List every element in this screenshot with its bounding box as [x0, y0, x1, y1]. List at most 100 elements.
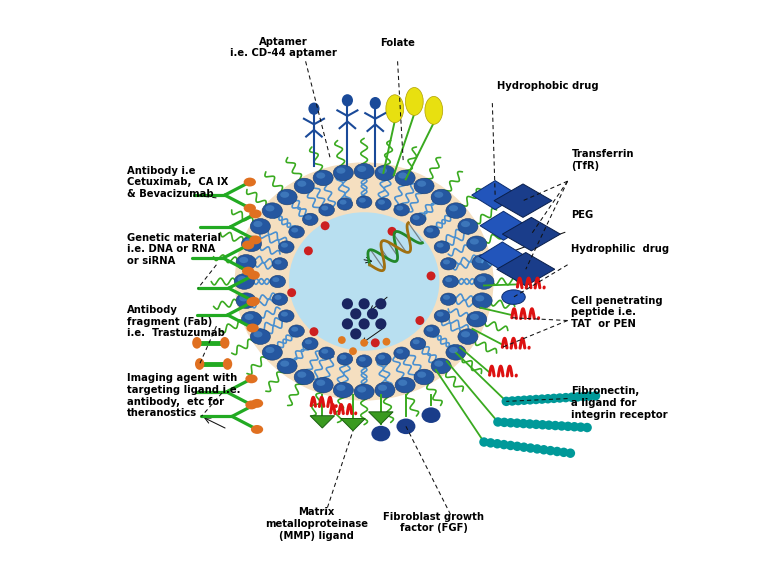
- Ellipse shape: [425, 96, 443, 124]
- Ellipse shape: [321, 349, 328, 354]
- Ellipse shape: [546, 446, 555, 455]
- Ellipse shape: [321, 221, 329, 230]
- Ellipse shape: [499, 418, 509, 427]
- Ellipse shape: [251, 399, 263, 408]
- Ellipse shape: [303, 337, 318, 350]
- Ellipse shape: [543, 394, 553, 404]
- Text: Imaging agent with
targeting ligand i.e.
antibody,  etc for
theranostics: Imaging agent with targeting ligand i.e.…: [127, 373, 241, 418]
- Ellipse shape: [220, 337, 230, 348]
- Ellipse shape: [396, 205, 403, 211]
- Ellipse shape: [342, 298, 353, 310]
- Text: Matrix
metalloproteinase
(MMP) ligand: Matrix metalloproteinase (MMP) ligand: [265, 507, 368, 540]
- Ellipse shape: [441, 293, 456, 305]
- Ellipse shape: [356, 196, 372, 208]
- Ellipse shape: [372, 426, 390, 441]
- Ellipse shape: [289, 226, 304, 238]
- Ellipse shape: [449, 205, 458, 211]
- Ellipse shape: [434, 360, 443, 367]
- Ellipse shape: [278, 310, 294, 322]
- Text: PEG: PEG: [572, 209, 593, 220]
- Ellipse shape: [251, 425, 263, 434]
- Ellipse shape: [426, 327, 434, 332]
- Ellipse shape: [378, 167, 387, 174]
- Ellipse shape: [532, 444, 542, 454]
- Ellipse shape: [539, 445, 549, 454]
- Ellipse shape: [472, 254, 492, 270]
- Ellipse shape: [416, 316, 424, 325]
- Ellipse shape: [506, 441, 515, 450]
- Text: Aptamer
i.e. CD-44 aptamer: Aptamer i.e. CD-44 aptamer: [230, 37, 337, 58]
- Ellipse shape: [244, 177, 256, 186]
- Ellipse shape: [305, 215, 312, 220]
- Ellipse shape: [395, 377, 416, 393]
- Ellipse shape: [358, 298, 370, 310]
- Ellipse shape: [559, 448, 568, 457]
- Ellipse shape: [502, 290, 525, 305]
- Ellipse shape: [410, 337, 426, 350]
- Ellipse shape: [475, 257, 485, 263]
- Ellipse shape: [387, 227, 397, 236]
- Ellipse shape: [555, 394, 564, 403]
- Ellipse shape: [461, 331, 470, 337]
- Polygon shape: [494, 184, 552, 217]
- Polygon shape: [480, 211, 527, 240]
- Ellipse shape: [475, 295, 485, 301]
- Ellipse shape: [234, 274, 254, 289]
- Ellipse shape: [394, 347, 409, 359]
- Ellipse shape: [244, 204, 256, 213]
- Ellipse shape: [396, 349, 403, 354]
- Ellipse shape: [289, 212, 439, 351]
- Ellipse shape: [358, 166, 366, 172]
- Ellipse shape: [561, 393, 571, 403]
- Ellipse shape: [245, 374, 258, 383]
- Ellipse shape: [431, 189, 452, 205]
- Ellipse shape: [437, 312, 444, 316]
- Ellipse shape: [308, 102, 320, 115]
- Ellipse shape: [333, 382, 354, 398]
- Ellipse shape: [474, 274, 494, 289]
- Ellipse shape: [249, 209, 262, 218]
- Ellipse shape: [367, 309, 378, 319]
- Ellipse shape: [434, 241, 450, 253]
- Ellipse shape: [305, 339, 312, 344]
- Ellipse shape: [223, 358, 232, 370]
- Ellipse shape: [414, 178, 434, 194]
- Ellipse shape: [532, 395, 541, 404]
- Text: Folate: Folate: [380, 38, 415, 48]
- Ellipse shape: [426, 227, 434, 233]
- Ellipse shape: [445, 277, 452, 282]
- Ellipse shape: [250, 329, 270, 345]
- Ellipse shape: [239, 257, 249, 263]
- Ellipse shape: [443, 295, 450, 300]
- Ellipse shape: [245, 238, 253, 244]
- Ellipse shape: [446, 345, 466, 360]
- Ellipse shape: [376, 198, 391, 210]
- Ellipse shape: [297, 181, 307, 187]
- Ellipse shape: [245, 400, 258, 409]
- Ellipse shape: [294, 369, 314, 385]
- Ellipse shape: [342, 94, 353, 106]
- Ellipse shape: [395, 170, 416, 186]
- Ellipse shape: [319, 347, 335, 359]
- Ellipse shape: [313, 377, 333, 393]
- Ellipse shape: [336, 167, 346, 174]
- Ellipse shape: [248, 297, 260, 306]
- Polygon shape: [479, 242, 526, 271]
- Ellipse shape: [449, 347, 458, 353]
- Ellipse shape: [526, 443, 535, 453]
- Ellipse shape: [291, 327, 298, 332]
- Ellipse shape: [338, 336, 346, 344]
- Text: Hydrophilic  drug: Hydrophilic drug: [572, 244, 670, 254]
- Ellipse shape: [278, 241, 294, 253]
- Ellipse shape: [394, 204, 409, 216]
- Ellipse shape: [525, 419, 535, 428]
- Ellipse shape: [513, 441, 522, 451]
- Ellipse shape: [472, 293, 492, 309]
- Ellipse shape: [443, 260, 450, 265]
- Ellipse shape: [422, 408, 441, 423]
- Ellipse shape: [537, 395, 546, 404]
- Ellipse shape: [263, 203, 282, 218]
- Ellipse shape: [573, 392, 583, 401]
- Ellipse shape: [477, 276, 486, 282]
- Ellipse shape: [342, 318, 353, 329]
